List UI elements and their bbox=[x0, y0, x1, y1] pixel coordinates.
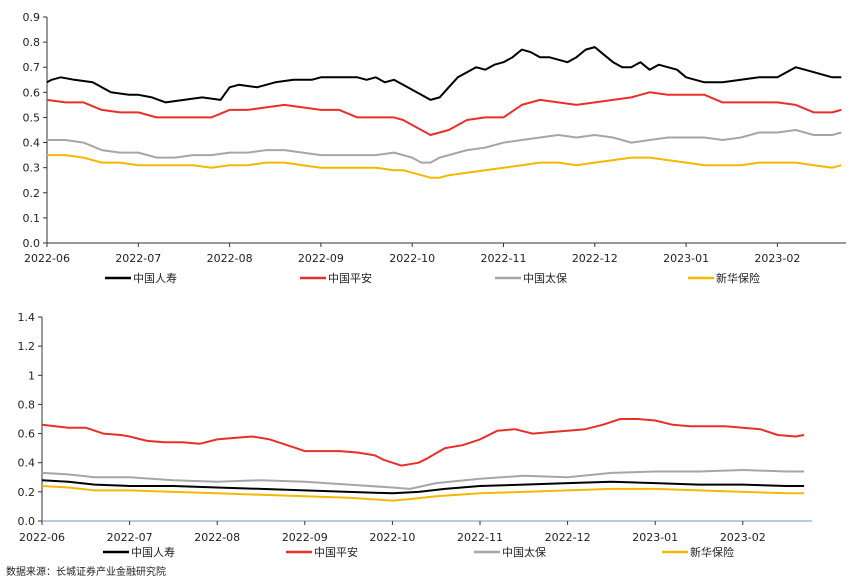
y-tick-label: 0.9 bbox=[23, 11, 41, 24]
x-tick-label: 2022-12 bbox=[545, 531, 591, 544]
x-tick-label: 2022-10 bbox=[389, 252, 435, 265]
series-line-中国太保 bbox=[47, 129, 842, 164]
legend-label: 中国平安 bbox=[314, 545, 358, 559]
series-line-新华保险 bbox=[41, 485, 805, 502]
x-tick-label: 2023-01 bbox=[632, 531, 678, 544]
legend-label: 中国人寿 bbox=[133, 271, 177, 285]
x-tick-label: 2023-02 bbox=[720, 531, 766, 544]
y-tick-label: 0.2 bbox=[23, 187, 41, 200]
y-tick-label: 0.7 bbox=[23, 61, 41, 74]
series-line-中国平安 bbox=[41, 418, 805, 467]
x-tick-label: 2022-11 bbox=[457, 531, 503, 544]
y-tick-label: 0.4 bbox=[18, 457, 36, 470]
x-tick-label: 2022-08 bbox=[207, 252, 253, 265]
x-tick-label: 2023-01 bbox=[663, 252, 709, 265]
series-line-中国太保 bbox=[41, 469, 805, 490]
y-tick-label: 0.8 bbox=[23, 36, 41, 49]
series-line-新华保险 bbox=[47, 154, 842, 179]
y-tick-label: 0.1 bbox=[23, 212, 41, 225]
legend-label: 新华保险 bbox=[690, 545, 734, 559]
x-tick-label: 2022-12 bbox=[572, 252, 618, 265]
x-tick-label: 2022-06 bbox=[24, 252, 70, 265]
x-tick-label: 2023-02 bbox=[754, 252, 800, 265]
legend-label: 中国太保 bbox=[502, 545, 546, 559]
series-line-中国人寿 bbox=[46, 46, 842, 104]
legend-label: 中国平安 bbox=[328, 271, 372, 285]
series-line-中国人寿 bbox=[41, 479, 805, 495]
legend-label: 中国太保 bbox=[523, 271, 567, 285]
y-tick-label: 1 bbox=[28, 369, 35, 382]
source-note: 数据来源：长城证券产业金融研究院 bbox=[6, 567, 166, 578]
legend-label: 新华保险 bbox=[716, 271, 760, 285]
y-tick-label: 1.4 bbox=[18, 311, 36, 324]
y-tick-label: 0.8 bbox=[18, 398, 36, 411]
x-tick-label: 2022-11 bbox=[481, 252, 527, 265]
y-tick-label: 0.0 bbox=[18, 515, 36, 528]
y-tick-label: 0.3 bbox=[23, 162, 41, 175]
series-line-中国平安 bbox=[46, 91, 842, 136]
x-tick-label: 2022-06 bbox=[19, 531, 65, 544]
x-tick-label: 2022-09 bbox=[298, 252, 344, 265]
y-tick-label: 0.5 bbox=[23, 111, 41, 124]
x-tick-label: 2022-07 bbox=[107, 531, 153, 544]
y-tick-label: 0.0 bbox=[23, 237, 41, 250]
x-tick-label: 2022-10 bbox=[369, 531, 415, 544]
y-tick-label: 0.4 bbox=[23, 137, 41, 150]
y-tick-label: 0.6 bbox=[18, 428, 36, 441]
x-tick-label: 2022-09 bbox=[282, 531, 328, 544]
x-tick-label: 2022-07 bbox=[115, 252, 161, 265]
y-tick-label: 1.2 bbox=[18, 340, 36, 353]
x-tick-label: 2022-08 bbox=[194, 531, 240, 544]
legend-label: 中国人寿 bbox=[131, 545, 175, 559]
y-tick-label: 0.6 bbox=[23, 86, 41, 99]
y-tick-label: 0.2 bbox=[18, 486, 36, 499]
